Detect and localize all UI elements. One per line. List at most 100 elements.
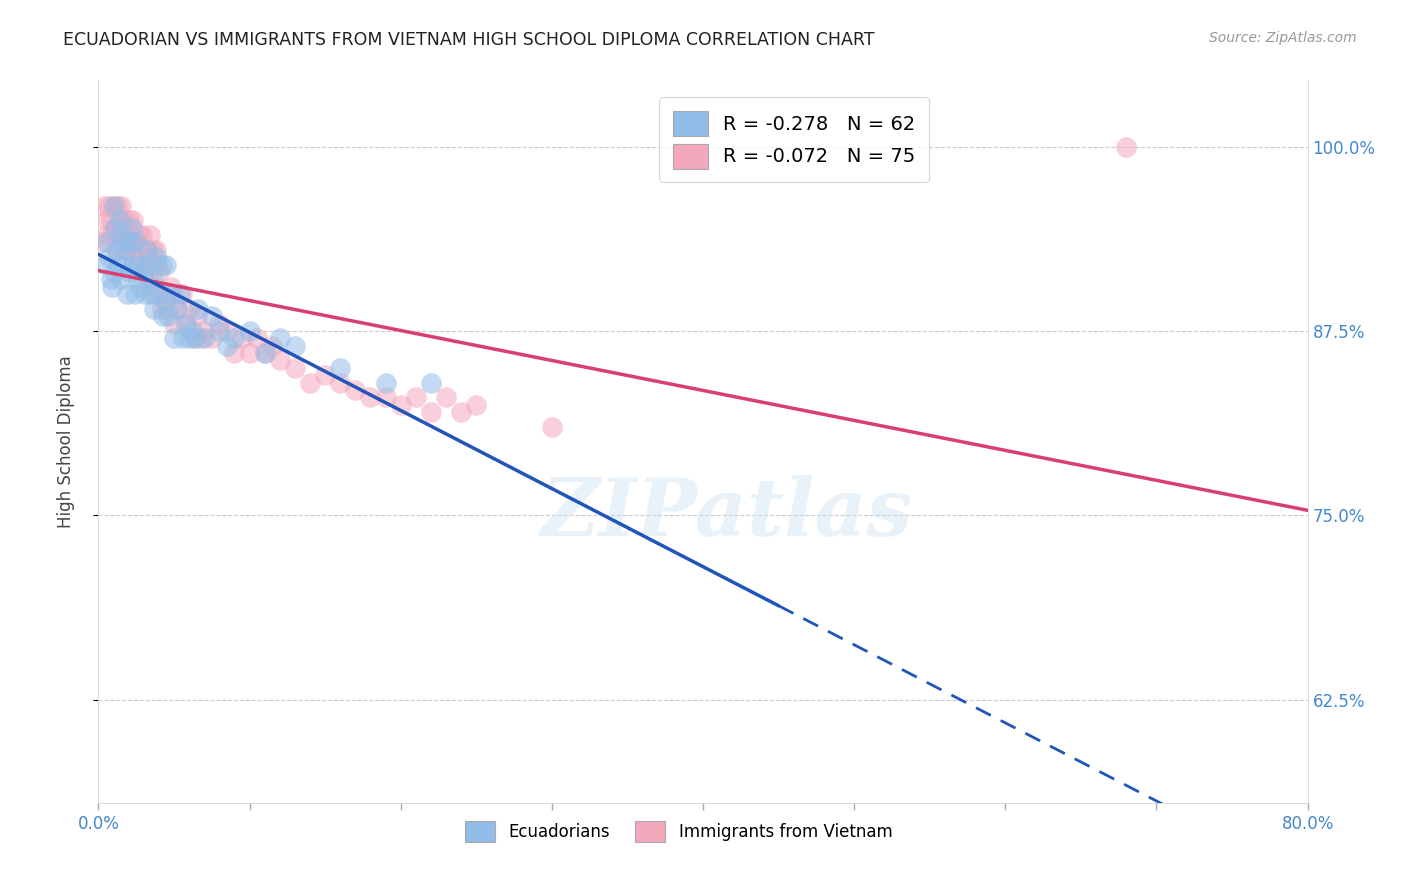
Point [184,331,207,345]
Point [201,331,224,345]
Point [269,353,291,368]
Point [148,287,170,301]
Point [231,331,253,345]
Point [118,213,141,227]
Point [360,390,382,404]
Point [374,376,396,390]
Point [96,213,118,227]
Y-axis label: High School Diploma: High School Diploma [56,355,75,528]
Legend: Ecuadorians, Immigrants from Vietnam: Ecuadorians, Immigrants from Vietnam [458,814,898,848]
Point [329,360,352,375]
Point [115,228,138,243]
Point [135,243,157,257]
Point [121,220,143,235]
Point [172,331,194,345]
Point [174,317,197,331]
Point [108,220,131,235]
Point [186,309,208,323]
Point [142,272,165,286]
Point [96,235,118,250]
Point [163,317,186,331]
Point [314,368,336,383]
Point [246,331,269,345]
Point [112,258,135,272]
Point [94,228,117,243]
Point [215,339,238,353]
Point [125,235,148,250]
Point [208,324,231,338]
Point [98,199,121,213]
Point [434,390,457,404]
Point [103,265,125,279]
Point [103,199,125,213]
Point [107,199,129,213]
Point [125,235,148,250]
Point [121,243,143,257]
Point [329,376,352,390]
Point [153,287,176,301]
Point [201,309,224,323]
Point [299,376,322,390]
Point [134,287,156,301]
Point [239,346,262,360]
Point [215,324,238,338]
Point [129,243,152,257]
Point [239,324,262,338]
Point [169,287,191,301]
Point [120,235,142,250]
Point [142,243,165,257]
Point [124,243,146,257]
Point [193,324,215,338]
Point [181,324,204,338]
Point [269,331,291,345]
Point [112,213,135,227]
Point [540,419,562,434]
Point [118,265,141,279]
Point [110,228,132,243]
Point [111,235,134,250]
Point [148,265,170,279]
Point [114,243,136,257]
Point [122,213,145,227]
Point [153,294,176,309]
Point [420,376,443,390]
Point [104,220,127,235]
Point [129,279,152,293]
Point [98,250,121,264]
Point [127,258,149,272]
Point [132,265,155,279]
Point [145,243,167,257]
Point [344,383,367,397]
Point [124,287,146,301]
Point [163,331,186,345]
Text: Source: ZipAtlas.com: Source: ZipAtlas.com [1209,31,1357,45]
Point [262,339,284,353]
Point [101,279,124,293]
Point [128,228,150,243]
Point [111,228,134,243]
Point [139,228,162,243]
Point [179,301,201,316]
Point [100,213,122,227]
Point [100,272,122,286]
Point [284,339,307,353]
Point [131,228,153,243]
Point [152,309,174,323]
Point [174,317,197,331]
Point [103,199,125,213]
Point [193,331,215,345]
Point [284,360,307,375]
Point [208,317,231,331]
Point [187,301,209,316]
Point [115,287,138,301]
Point [374,390,396,404]
Point [224,346,246,360]
Point [94,258,117,272]
Point [110,272,132,286]
Point [105,243,128,257]
Point [128,258,150,272]
Text: ZIPatlas: ZIPatlas [541,475,914,552]
Point [122,258,145,272]
Point [160,279,183,293]
Point [141,258,163,272]
